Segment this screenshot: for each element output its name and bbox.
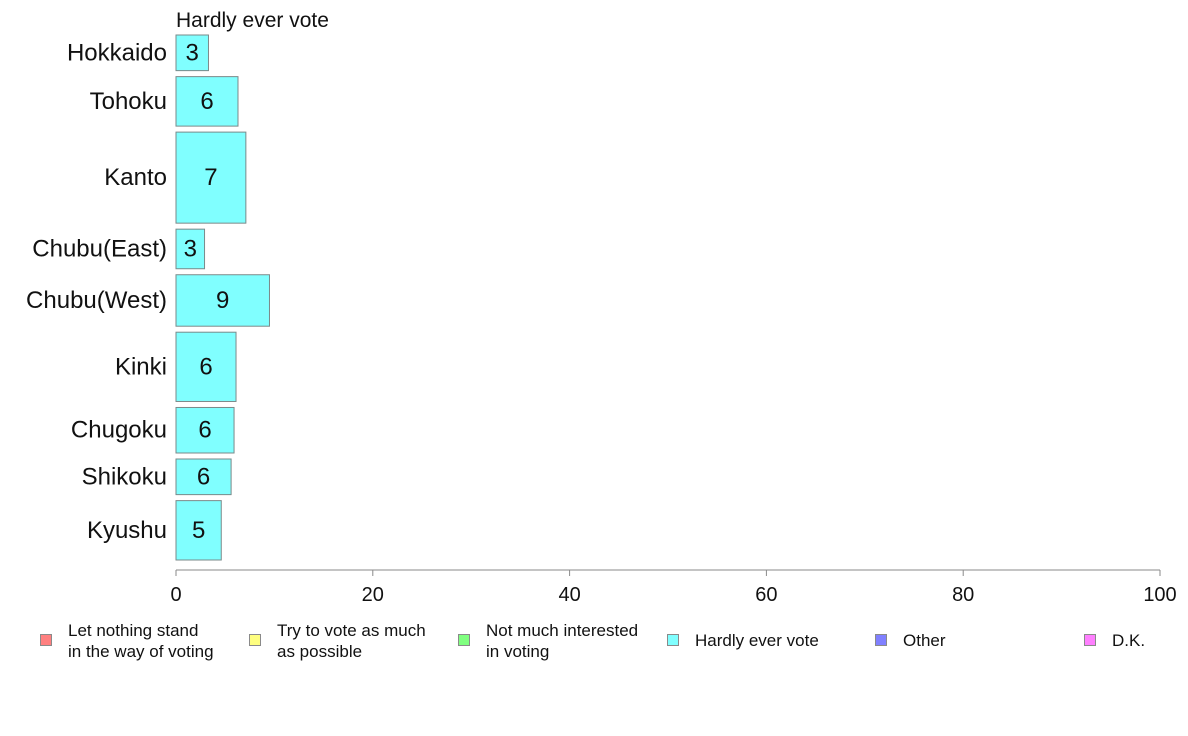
x-tick-label: 40 [558,584,580,606]
data-label: 6 [199,353,212,380]
chart: Hardly ever vote 3Hokkaido6Tohoku7Kanto3… [26,9,1177,606]
chart-title: Hardly ever vote [176,9,329,32]
category-label: Kyushu [87,517,167,544]
data-label: 9 [216,287,229,314]
legend-item: Other [875,620,946,651]
bar-chubu-east- [175,228,206,270]
data-label: 6 [197,463,210,490]
legend-item: Not much interested in voting [458,620,638,662]
legend-label: Hardly ever vote [695,631,819,650]
bar-chugoku [175,406,235,454]
category-label: Tohoku [90,88,167,115]
x-tick-label: 0 [170,584,181,606]
legend-label: Other [903,631,946,650]
legend-label: D.K. [1112,631,1146,650]
legend-swatch [875,634,887,646]
data-label: 6 [200,88,213,115]
legend-label: Let nothing stand in the way of voting [68,621,214,661]
legend-swatch [40,634,52,646]
data-label: 6 [198,417,211,444]
legend-swatch [249,634,261,646]
legend-item: Let nothing stand in the way of voting [40,620,214,662]
legend-label: Not much interested in voting [486,621,639,661]
bar-kinki [175,331,237,402]
bar-tohoku [175,76,239,127]
category-label: Hokkaido [67,39,167,66]
legend-item: Hardly ever vote [667,620,819,651]
legend-item: D.K. [1084,620,1145,651]
legend-swatch [1084,634,1096,646]
bars-group: 3 Hokkaido 6 Tohoku 7 Kanto 3 Chubu(East) 9 Chubu… [26,34,270,561]
x-tick-label: 20 [362,584,384,606]
category-label: Kanto [104,164,167,191]
category-label: Chubu(East) [32,235,167,262]
bar-shikoku [175,458,232,496]
category-label: Chubu(West) [26,287,167,314]
bar-kanto [175,131,247,224]
bar-chubu-west- [175,274,270,327]
data-label: 3 [186,39,199,66]
bar-kyushu [175,500,222,561]
x-axis: 0 20 40 60 80 100 [170,569,1177,606]
bar-hokkaido [175,34,209,72]
legend: Let nothing stand in the way of voting Tr… [0,620,1188,680]
category-label: Kinki [115,353,167,380]
legend-label: Try to vote as much as possible [277,621,426,661]
data-label: 3 [184,235,197,262]
legend-item: Try to vote as much as possible [249,620,426,662]
x-tick-label: 100 [1143,584,1176,606]
x-tick-label: 80 [952,584,974,606]
legend-swatch [667,634,679,646]
category-label: Chugoku [71,417,167,444]
category-label: Shikoku [82,463,167,490]
legend-swatch [458,634,470,646]
x-tick-label: 60 [755,584,777,606]
data-label: 7 [204,164,217,191]
data-label: 5 [192,517,205,544]
